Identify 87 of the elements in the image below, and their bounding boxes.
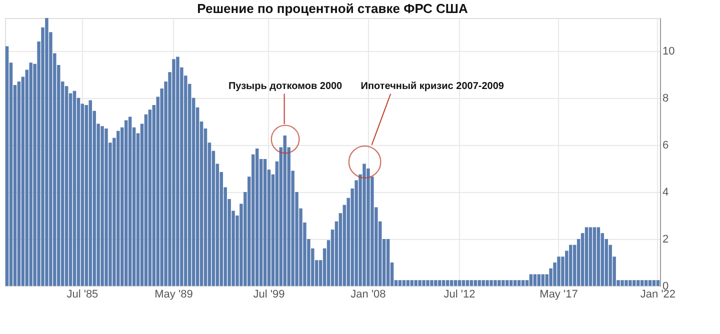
bar: [466, 280, 470, 286]
y-tick-label: 6: [662, 139, 669, 152]
bar: [100, 126, 104, 286]
y-tick-label: 8: [662, 92, 669, 104]
bar: [509, 280, 513, 286]
chart-title: Решение по процентной ставке ФРС США: [197, 1, 468, 16]
bar: [592, 227, 596, 286]
bar: [454, 280, 458, 286]
bar: [283, 136, 286, 286]
bar: [521, 280, 525, 286]
bar: [506, 280, 509, 286]
bar: [17, 81, 21, 286]
bar: [462, 280, 466, 286]
bar: [537, 274, 541, 286]
bar: [386, 238, 390, 286]
bar: [414, 280, 418, 286]
bar: [446, 280, 450, 286]
bar: [640, 280, 644, 286]
bar: [434, 280, 438, 286]
bar: [442, 280, 446, 286]
bar: [124, 120, 128, 286]
y-tick-label: 2: [662, 233, 669, 246]
bar: [620, 280, 624, 286]
bar: [410, 280, 414, 286]
bar: [430, 280, 434, 286]
x-tick-label: Jul '85: [66, 288, 98, 300]
bar: [406, 280, 410, 286]
x-tick-label: May '89: [154, 288, 193, 300]
bar: [88, 100, 92, 286]
bar: [498, 280, 501, 286]
bar: [84, 104, 88, 286]
bar: [517, 280, 521, 286]
x-tick-label: Jul '99: [253, 288, 285, 300]
bar: [541, 274, 544, 286]
bar: [362, 164, 366, 286]
bar: [656, 280, 660, 286]
bar: [588, 227, 592, 286]
annotation: Пузырь доткомов 2000: [228, 81, 343, 92]
bar: [104, 128, 108, 286]
bar: [529, 274, 533, 286]
bar: [569, 244, 572, 286]
bar: [557, 256, 560, 286]
bar: [644, 280, 648, 286]
bar: [29, 62, 32, 286]
bar: [490, 280, 493, 286]
x-tick-label: Jul '12: [444, 288, 476, 300]
bar: [176, 56, 180, 286]
bar: [418, 280, 422, 286]
bar: [398, 280, 402, 286]
bar: [628, 280, 632, 286]
bar: [255, 148, 259, 286]
bar: [624, 280, 628, 286]
bar: [128, 116, 132, 286]
bar: [478, 280, 481, 286]
bar: [648, 280, 652, 286]
bar: [513, 280, 517, 286]
x-tick-label: Jan '22: [640, 288, 676, 300]
bar: [422, 280, 426, 286]
bar: [263, 159, 267, 286]
bar: [474, 280, 478, 286]
annotation: Ипотечный кризис 2007-2009: [360, 81, 504, 92]
x-tick-label: Jan '08: [350, 288, 386, 300]
x-tick-label: May '17: [540, 288, 578, 300]
bar: [72, 90, 76, 286]
bar: [450, 280, 454, 286]
bar: [45, 18, 48, 286]
bar: [402, 280, 406, 286]
bar: [652, 280, 656, 286]
bar: [116, 130, 120, 286]
bar: [584, 227, 588, 286]
bar: [470, 280, 474, 286]
bar: [502, 280, 505, 286]
y-tick-label: 4: [662, 186, 669, 198]
y-tick-label: 10: [662, 45, 675, 58]
bar: [5, 46, 9, 286]
bar: [636, 280, 640, 286]
bar: [366, 168, 370, 286]
bar: [596, 227, 600, 286]
bar: [482, 280, 485, 286]
bar: [632, 280, 636, 286]
bar: [426, 280, 430, 286]
bar: [458, 280, 462, 286]
bar: [172, 59, 176, 286]
bar: [533, 274, 537, 286]
bar: [438, 280, 442, 286]
bar: [486, 280, 489, 286]
bar: [494, 280, 497, 286]
